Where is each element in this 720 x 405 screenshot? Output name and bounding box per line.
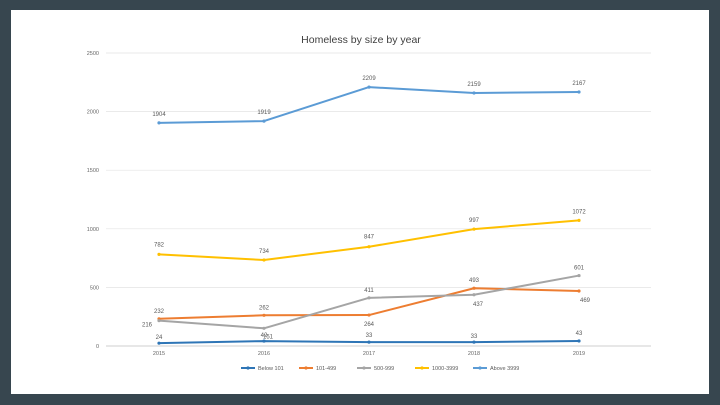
data-point [262,313,266,317]
data-label: 216 [142,323,153,329]
legend-label: Above 3999 [490,366,519,372]
data-point [577,218,581,222]
data-point [367,245,371,249]
data-point [472,293,476,297]
data-label: 437 [473,302,484,308]
data-point [157,319,161,323]
x-tick-label: 2015 [153,351,165,357]
data-point [472,91,476,95]
y-tick-label: 1500 [87,168,99,174]
data-point [157,341,161,345]
data-label: 847 [364,235,375,241]
y-tick-label: 2000 [87,110,99,116]
data-point [367,313,371,317]
data-label: 33 [471,334,478,340]
data-point [577,273,581,278]
legend-label: 500-999 [374,366,394,372]
series-line [158,86,580,124]
data-labels: 24 42 33 33 43 232 262 264 493 469 216 151 411 437 601… [142,76,591,341]
x-axis-ticks: 2015 2016 2017 2018 2019 [153,351,585,357]
data-label: 2167 [572,81,586,87]
data-point [262,339,266,343]
data-label: 997 [469,218,480,224]
x-tick-label: 2016 [258,351,270,357]
data-label: 42 [261,333,268,339]
data-label: 264 [364,322,375,328]
data-label: 601 [574,266,585,272]
legend-label: 1000-3999 [432,366,458,372]
legend-marker [420,366,424,370]
y-tick-label: 0 [96,344,99,350]
data-label: 33 [366,333,373,339]
data-point [262,326,266,330]
x-tick-label: 2017 [363,351,375,357]
legend-label: Below 101 [258,366,284,372]
data-point [472,340,476,344]
legend-marker [246,366,250,370]
data-label: 1919 [257,110,271,116]
data-point [577,289,581,293]
data-point [157,252,161,256]
data-label: 151 [263,334,274,340]
data-label: 734 [259,249,270,255]
y-axis-ticks: 0 500 1000 1500 2000 2500 [87,51,99,350]
data-label: 411 [364,288,374,294]
data-label: 469 [580,298,591,304]
data-point [472,286,476,290]
data-label: 2209 [362,76,376,82]
legend-label: 101-499 [316,366,336,372]
y-tick-label: 1000 [87,227,99,233]
legend-marker [362,366,366,370]
chart-slide: Homeless by size by year 0 500 1000 1500 200… [11,10,709,394]
line-chart: Homeless by size by year 0 500 1000 1500 200… [87,34,651,372]
data-label: 493 [469,278,480,284]
data-label: 1904 [152,112,166,118]
gridlines [106,52,651,347]
data-point [262,258,266,262]
series-line [158,274,580,330]
data-point [157,121,161,125]
x-tick-label: 2018 [468,351,480,357]
data-label: 782 [154,242,165,248]
data-point [472,227,476,231]
data-label: 24 [156,335,163,341]
data-point [577,90,581,94]
data-point [367,340,371,344]
legend-marker [478,366,482,370]
data-point [367,85,371,89]
chart-title: Homeless by size by year [301,34,421,46]
series-lines [157,85,581,345]
y-tick-label: 2500 [87,51,99,57]
data-label: 1072 [572,209,586,215]
legend-marker [304,366,308,370]
x-tick-label: 2019 [573,351,585,357]
data-label: 262 [259,305,270,311]
data-label: 2159 [467,82,481,88]
data-label: 43 [576,331,583,337]
data-point [577,339,581,343]
legend: Below 101 101-499 500-999 1000-3999 Above 39… [241,366,519,372]
data-point [367,296,371,300]
data-point [262,119,266,123]
y-tick-label: 500 [90,285,99,291]
data-label: 232 [154,309,165,315]
